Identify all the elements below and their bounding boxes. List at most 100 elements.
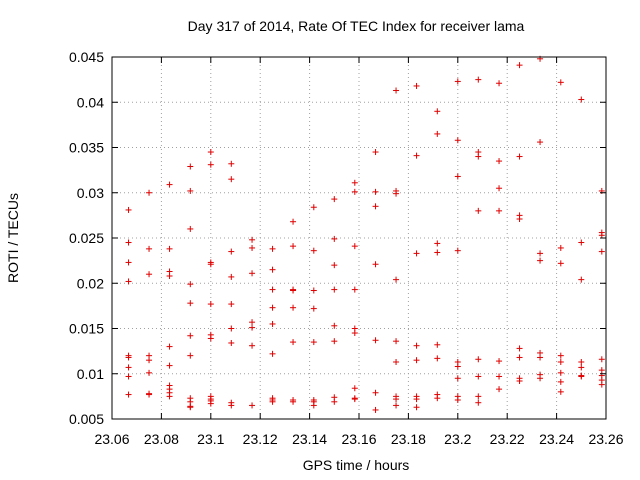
data-point [228,248,235,255]
data-point [516,377,523,384]
data-point [331,235,338,242]
y-tick-label: 0.005 [69,411,104,427]
data-point [434,395,441,402]
data-point [496,373,503,380]
x-tick-label: 23.2 [444,431,471,447]
data-point [187,300,194,307]
data-point [207,400,214,407]
data-point [331,286,338,293]
data-point [269,286,276,293]
data-point [207,335,214,342]
x-tick-label: 23.16 [341,431,376,447]
data-point [434,108,441,115]
x-tick-label: 23.08 [144,431,179,447]
data-point [434,240,441,247]
data-point [598,367,605,374]
x-tick-label: 23.1 [197,431,224,447]
data-point [351,396,358,403]
data-point [166,273,173,280]
data-point [475,399,482,406]
data-point [372,261,379,268]
data-point [228,325,235,332]
data-point [249,324,256,331]
data-point [125,259,132,266]
data-point [290,218,297,225]
x-tick-label: 23.14 [292,431,327,447]
y-tick-label: 0.025 [69,230,104,246]
x-tick-label: 23.12 [243,431,278,447]
data-point [166,362,173,369]
data-point [269,398,276,405]
data-point [249,319,256,326]
y-tick-label: 0.02 [77,275,104,291]
data-point [310,287,317,294]
data-point [166,343,173,350]
data-point [125,206,132,213]
data-point [125,354,132,361]
data-point [269,350,276,357]
y-tick-label: 0.015 [69,321,104,337]
data-point [475,393,482,400]
data-point [598,232,605,239]
data-point [372,406,379,413]
data-point [475,207,482,214]
data-point [146,369,153,376]
grid [112,57,606,419]
data-point [310,305,317,312]
data-point [290,304,297,311]
data-point [413,357,420,364]
data-point [413,152,420,159]
data-point [125,373,132,380]
data-point [578,364,585,371]
data-point [372,337,379,344]
data-point [557,369,564,376]
data-point [249,402,256,409]
y-tick-label: 0.04 [77,94,104,110]
data-point [537,139,544,146]
data-point [413,396,420,403]
data-point [125,239,132,246]
data-point [434,130,441,137]
data-point [269,304,276,311]
data-point [187,404,194,411]
data-point [516,215,523,222]
data-point [187,352,194,359]
x-tick-label: 23.06 [94,431,129,447]
data-point [207,161,214,168]
data-point [537,354,544,361]
data-point [475,153,482,160]
data-point [351,286,358,293]
data-point [496,185,503,192]
data-point [228,339,235,346]
data-point [516,345,523,352]
data-point [187,332,194,339]
data-point [207,261,214,268]
data-point [537,375,544,382]
data-point [331,322,338,329]
data-point [331,196,338,203]
data-point [187,163,194,170]
data-point [290,339,297,346]
data-point [537,257,544,264]
x-tick-label: 23.24 [539,431,574,447]
data-point [454,247,461,254]
data-point [454,137,461,144]
data-point [578,373,585,380]
data-point [413,82,420,89]
data-point [516,62,523,69]
data-point [166,181,173,188]
data-point [496,158,503,165]
data-point [372,188,379,195]
data-point [249,236,256,243]
data-point [598,356,605,363]
data-point [228,301,235,308]
data-point [578,276,585,283]
y-tick-label: 0.045 [69,49,104,65]
x-tick-label: 23.22 [490,431,525,447]
data-point [310,402,317,409]
data-point [351,243,358,250]
data-point [146,357,153,364]
data-point [598,248,605,255]
data-point [146,271,153,278]
data-point [578,358,585,365]
